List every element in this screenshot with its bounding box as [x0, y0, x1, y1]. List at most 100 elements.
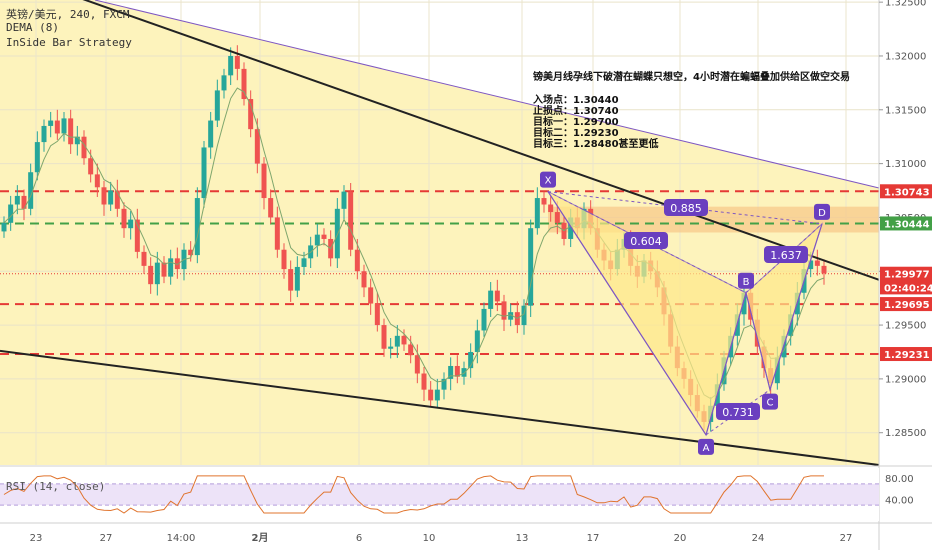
candle-body-61 [408, 344, 414, 356]
pattern-point-box-b [738, 272, 754, 289]
candle-body-44 [294, 266, 300, 291]
pattern-xb-line [547, 191, 747, 294]
candle-body-5 [34, 142, 40, 173]
candle-body-7 [48, 120, 54, 126]
candle-body-21 [141, 251, 147, 266]
candle-body-67 [448, 365, 454, 379]
candle-body-13 [88, 158, 94, 175]
candle-body-51 [341, 191, 347, 209]
upper-trendline [82, 0, 880, 281]
rsi-line [3, 475, 824, 514]
candle-body-4 [28, 172, 34, 209]
ratio-box-1 [624, 232, 668, 249]
lower-trendline [0, 349, 880, 466]
candle-body-18 [121, 208, 127, 229]
candle-body-39 [261, 163, 267, 199]
candle-body-53 [354, 249, 360, 272]
indicator-dema-label: DEMA (8) [6, 21, 59, 34]
candle-body-31 [208, 120, 214, 148]
candle-body-54 [361, 271, 367, 288]
candle-body-29 [194, 198, 200, 256]
candle-body-47 [314, 234, 320, 246]
candle-body-40 [268, 198, 274, 218]
pattern-bd-line [745, 223, 823, 294]
ratio-label-0: 0.885 [670, 202, 702, 215]
x-tick-label-4: 6 [356, 533, 362, 544]
candle-body-121 [808, 260, 814, 270]
pattern-ac-line [705, 389, 771, 436]
x-tick-label-10: 27 [840, 533, 853, 544]
candle-body-73 [488, 290, 494, 309]
x-tick-label-8: 20 [674, 533, 687, 544]
price-label-5: 1.29231 [884, 350, 930, 361]
candle-body-28 [188, 249, 194, 256]
candle-body-3 [21, 195, 27, 209]
candle-body-85 [568, 217, 574, 239]
candle-body-80 [534, 198, 540, 229]
candle-body-71 [474, 330, 480, 352]
candle-body-42 [281, 249, 287, 270]
ratio-box-3 [716, 403, 760, 420]
candle-body-8 [54, 120, 60, 134]
y-tick-label-2: 1.31500 [885, 105, 926, 116]
ratio-box-0 [664, 199, 708, 216]
candle-body-57 [381, 325, 387, 349]
candle-body-16 [108, 190, 114, 205]
candle-body-22 [148, 265, 154, 285]
y-tick-label-6: 1.29500 [885, 321, 926, 332]
y-tick-label-0: 1.32500 [885, 0, 926, 9]
candle-body-10 [68, 118, 74, 145]
rsi-band [0, 483, 879, 506]
candle-body-68 [454, 365, 460, 377]
x-tick-label-1: 27 [100, 533, 113, 544]
channel-top-line [94, 0, 880, 189]
annotation-target-3: 目标三：1.28480甚至更低 [533, 139, 659, 150]
price-label-4: 1.29695 [884, 300, 930, 311]
pattern-point-b: B [743, 277, 750, 288]
candle-body-23 [154, 262, 160, 285]
x-tick-label-5: 10 [423, 533, 436, 544]
candle-body-81 [541, 198, 547, 205]
candle-body-48 [321, 234, 327, 239]
pattern-point-box-c [762, 393, 778, 410]
candle-body-55 [368, 287, 374, 304]
candle-body-33 [221, 75, 227, 91]
candle-body-30 [201, 147, 207, 199]
pattern-xd-line [547, 191, 823, 225]
y-tick-label-1: 1.32000 [885, 51, 926, 62]
candle-body-72 [481, 308, 487, 331]
candle-body-0 [1, 222, 7, 232]
candle-body-64 [428, 389, 434, 401]
candle-body-37 [248, 99, 254, 130]
x-tick-label-3: 2月 [252, 532, 269, 544]
candle-body-9 [61, 118, 67, 134]
pattern-point-c: C [767, 398, 774, 409]
candle-body-41 [274, 217, 280, 250]
candle-body-58 [388, 346, 394, 349]
x-tick-label-6: 13 [516, 533, 529, 544]
y-tick-label-3: 1.31000 [885, 159, 926, 170]
pattern-point-box-x [540, 171, 556, 188]
candle-body-1 [8, 204, 14, 223]
candle-body-14 [94, 174, 100, 188]
price-label-box-1 [880, 216, 932, 231]
rsi-tick-label-1: 40.00 [885, 495, 914, 506]
ratio-label-1: 0.604 [630, 235, 662, 248]
ratio-box-2 [764, 246, 808, 263]
candle-body-38 [254, 129, 260, 164]
candle-body-66 [441, 378, 447, 390]
pattern-point-d: D [818, 208, 826, 219]
candle-body-76 [508, 312, 514, 320]
candle-body-122 [814, 260, 820, 266]
pattern-point-box-d [814, 203, 830, 220]
pattern-point-x: X [545, 176, 552, 187]
ratio-label-2: 1.637 [770, 249, 802, 262]
candle-body-70 [468, 351, 474, 369]
candle-body-6 [41, 125, 47, 143]
price-label-1: 1.30444 [884, 219, 930, 230]
annotation-entry: 入场点：1.30440 [533, 95, 619, 106]
annotation-target-1: 目标一：1.29700 [533, 117, 619, 128]
candle-body-19 [128, 219, 134, 229]
